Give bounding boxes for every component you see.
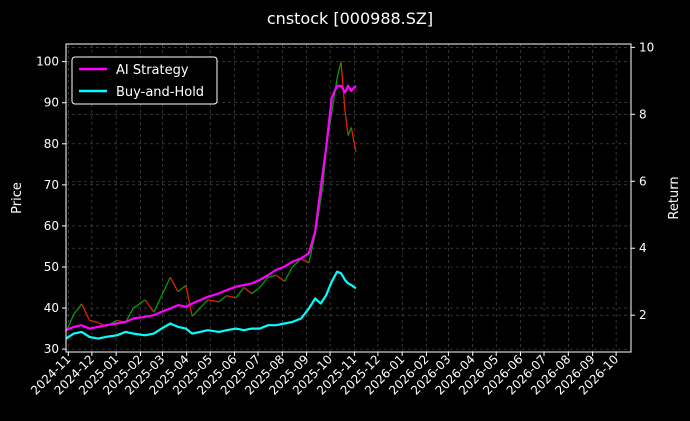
y-left-tick-label: 60 <box>44 219 59 233</box>
price-segment <box>336 61 342 79</box>
price-segment <box>350 127 357 153</box>
price-segment <box>207 299 219 303</box>
price-segment <box>292 258 302 268</box>
price-segment <box>243 287 253 295</box>
chart-title: cnstock [000988.SZ] <box>267 9 433 28</box>
price-segment <box>161 276 171 297</box>
price-segment <box>153 295 163 313</box>
price-segment <box>169 276 179 292</box>
price-segment <box>199 299 209 309</box>
y-left-tick-label: 40 <box>44 301 59 315</box>
price-segment <box>251 287 260 295</box>
price-segment <box>185 285 193 317</box>
y-left-tick-label: 30 <box>44 342 59 356</box>
price-segment <box>284 266 294 282</box>
price-segment <box>300 258 310 264</box>
price-segment <box>344 110 349 136</box>
series-line-buy-and-hold <box>65 270 357 340</box>
y-right-tick-label: 10 <box>639 40 654 54</box>
y-left-tick-label: 100 <box>36 55 59 69</box>
price-segment <box>340 61 346 111</box>
price-segment <box>347 127 352 136</box>
y-right-tick-label: 8 <box>639 107 647 121</box>
price-segment <box>133 299 146 309</box>
legend-label-buy-and-hold: Buy-and-Hold <box>116 85 204 100</box>
y-left-tick-label: 70 <box>44 178 59 192</box>
legend-box <box>71 56 218 105</box>
strategy-series <box>65 84 357 340</box>
y-right-tick-label: 4 <box>639 241 647 255</box>
y-axis-left-label: Price <box>10 182 25 214</box>
y-right-tick-label: 6 <box>639 174 647 188</box>
legend-label-ai-strategy: AI Strategy <box>116 63 189 78</box>
price-segment <box>177 284 187 293</box>
price-segment <box>66 313 75 329</box>
price-segment <box>259 276 269 288</box>
price-segment <box>144 299 155 313</box>
legend: AI Strategy Buy-and-Hold <box>71 56 218 105</box>
y-left-tick-label: 80 <box>44 137 59 151</box>
y-left-tick-label: 50 <box>44 260 59 274</box>
price-segment <box>73 303 83 315</box>
price-segment <box>226 295 237 299</box>
grid <box>66 44 631 352</box>
price-segment <box>191 307 201 317</box>
price-segment <box>275 274 286 282</box>
price-segment <box>268 274 277 278</box>
y-left-tick-label: 90 <box>44 96 59 110</box>
price-segment <box>89 319 99 324</box>
price-segment <box>235 287 245 299</box>
price-series <box>66 61 357 329</box>
series-line-ai-strategy <box>65 84 357 332</box>
y-right-tick-label: 2 <box>639 308 647 322</box>
y-axis-right: 2 4 6 8 10 <box>631 40 654 322</box>
price-segment <box>124 307 134 323</box>
price-segment <box>81 303 91 321</box>
price-segment <box>218 295 228 303</box>
y-axis-right-label: Return <box>667 176 682 219</box>
plot-frame <box>65 43 632 353</box>
y-axis-left: 30 40 50 60 70 80 90 100 <box>36 55 66 356</box>
